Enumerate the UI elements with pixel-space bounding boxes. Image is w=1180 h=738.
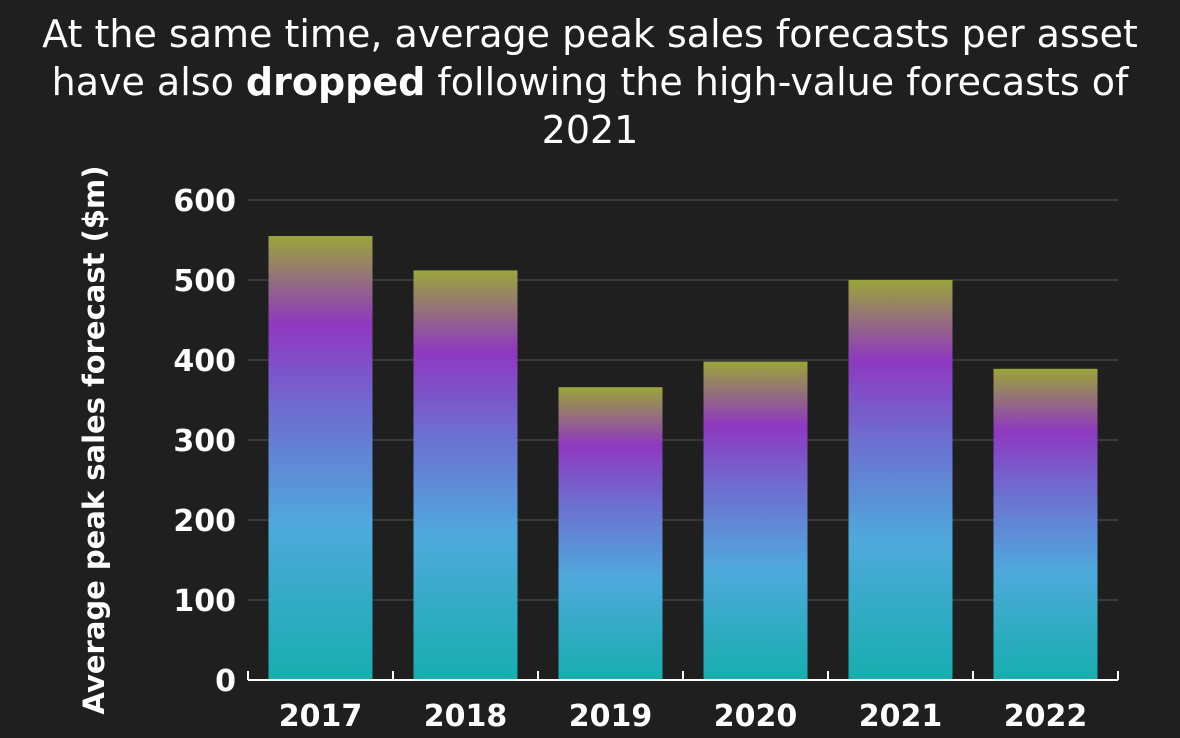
chart-title-part-1: At the same time, average peak sales for… xyxy=(42,12,1138,104)
y-tick-label-200: 200 xyxy=(173,504,236,539)
y-tick-label-600: 600 xyxy=(173,184,236,219)
y-tick-label-300: 300 xyxy=(173,424,236,459)
x-tick-label-2020: 2020 xyxy=(714,699,798,734)
bars xyxy=(268,236,1098,680)
bar-2019 xyxy=(558,387,663,680)
x-tick-label-2021: 2021 xyxy=(859,699,943,734)
y-axis-ticks: 0 100 200 300 400 500 600 xyxy=(173,184,236,699)
chart-title-emphasis: dropped xyxy=(245,60,426,104)
y-tick-label-0: 0 xyxy=(215,664,236,699)
gridlines xyxy=(248,199,1118,601)
bar-2021 xyxy=(848,280,953,680)
y-tick-label-500: 500 xyxy=(173,264,236,299)
y-axis-title: Average peak sales forecast ($m) xyxy=(77,166,111,715)
x-axis xyxy=(247,671,1119,681)
bar-2020 xyxy=(703,361,808,680)
chart-title-part-2: following the high-value forecasts of 20… xyxy=(425,60,1129,152)
bar-2022 xyxy=(993,368,1098,680)
y-axis-title-group: Average peak sales forecast ($m) xyxy=(77,166,111,715)
x-axis-ticks: 2017 2018 2019 2020 2021 2022 xyxy=(279,699,1088,734)
x-tick-label-2018: 2018 xyxy=(424,699,508,734)
x-tick-label-2017: 2017 xyxy=(279,699,363,734)
x-tick-label-2019: 2019 xyxy=(569,699,653,734)
y-tick-label-100: 100 xyxy=(173,584,236,619)
bar-2018 xyxy=(413,270,518,680)
x-tick-label-2022: 2022 xyxy=(1004,699,1088,734)
y-tick-label-400: 400 xyxy=(173,344,236,379)
chart-title: At the same time, average peak sales for… xyxy=(0,10,1180,154)
bar-2017 xyxy=(268,236,373,680)
